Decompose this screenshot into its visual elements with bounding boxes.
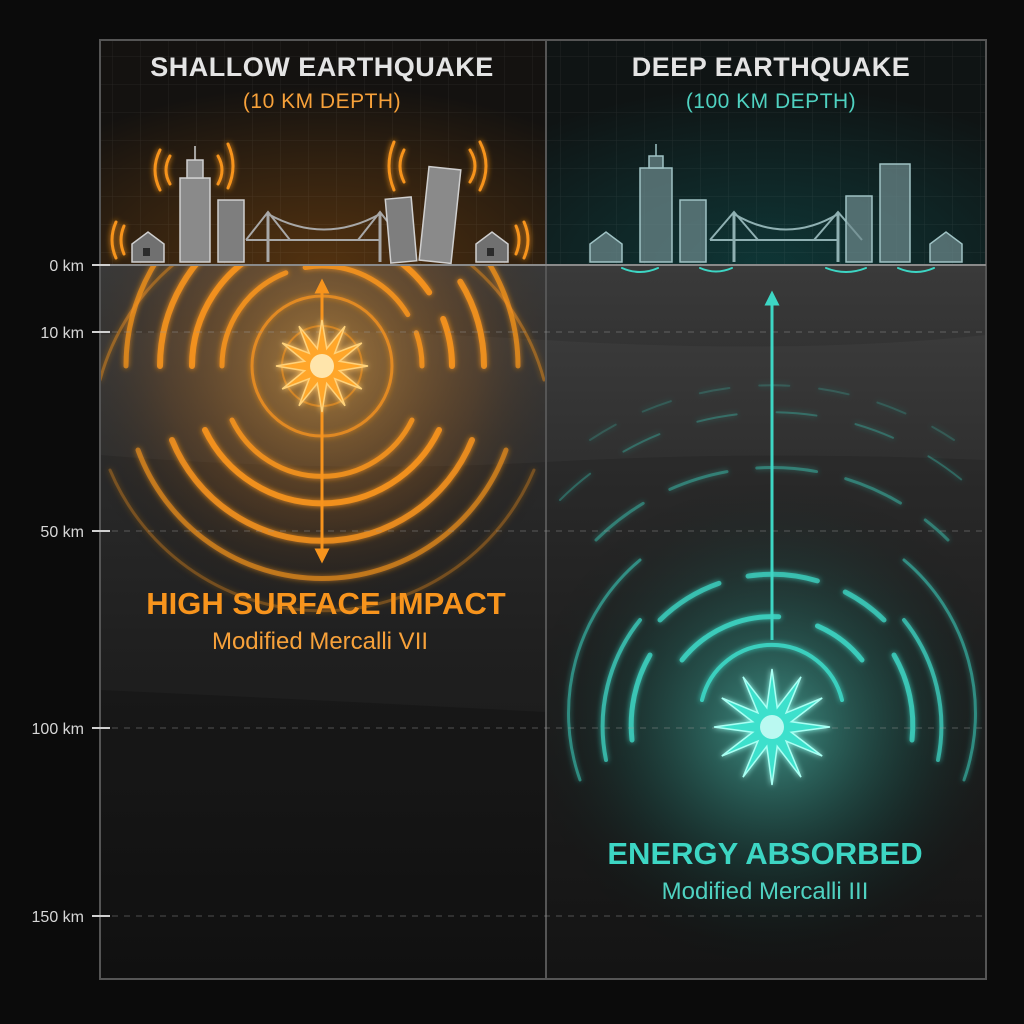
deep-impact-title: ENERGY ABSORBED — [607, 836, 922, 871]
shallow-impact-subtitle: Modified Mercalli VII — [212, 628, 428, 655]
mantle-layer — [100, 690, 546, 979]
depth-tick-label: 100 km — [32, 721, 84, 738]
deep-hypocenter — [760, 715, 784, 739]
deep-subtitle: (100 KM DEPTH) — [686, 90, 856, 113]
deep-title: DEEP EARTHQUAKE — [632, 52, 911, 82]
diagram-frame — [99, 39, 987, 980]
depth-tick-label: 10 km — [40, 325, 84, 342]
depth-tick-label: 0 km — [49, 258, 84, 275]
shallow-hypocenter — [310, 354, 334, 378]
calm-city-icon — [589, 144, 963, 263]
ripple-marks — [621, 267, 935, 273]
vibration-marks — [110, 140, 530, 260]
deep-impact-subtitle: Modified Mercalli III — [662, 878, 869, 905]
depth-axis: 0 km 10 km 50 km 100 km 150 km — [32, 258, 986, 926]
shallow-subtitle: (10 KM DEPTH) — [243, 90, 401, 113]
shallow-title: SHALLOW EARTHQUAKE — [150, 52, 493, 82]
shaking-city-icon — [131, 146, 509, 265]
depth-tick-label: 150 km — [32, 909, 84, 926]
shallow-impact-title: HIGH SURFACE IMPACT — [146, 586, 505, 621]
depth-tick-label: 50 km — [40, 524, 84, 541]
